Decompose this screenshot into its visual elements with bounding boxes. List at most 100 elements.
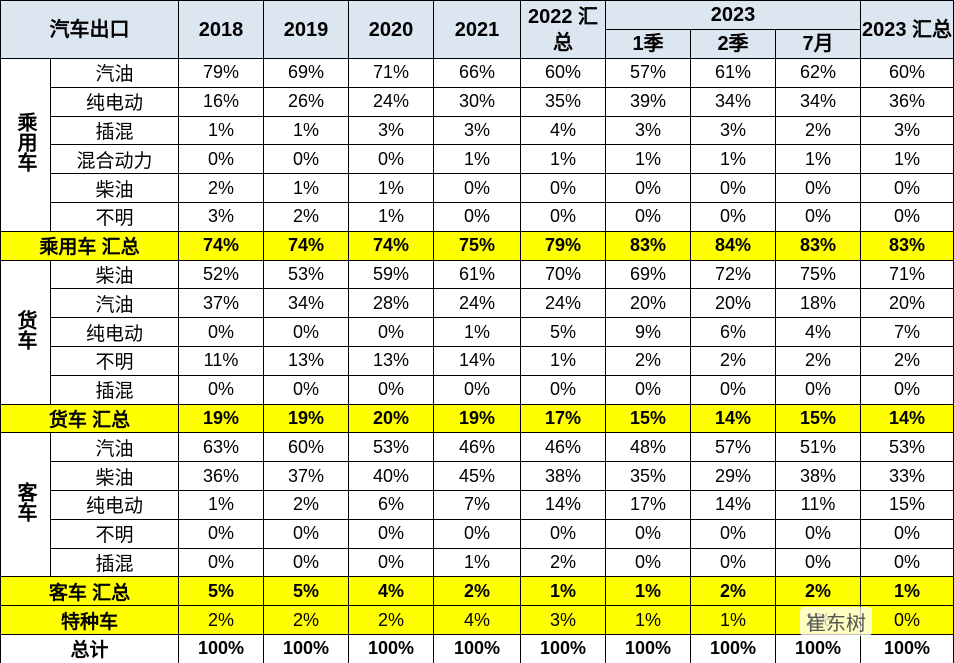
value-cell: 0% [860, 374, 954, 405]
value-cell: 4% [348, 576, 434, 607]
value-cell: 5% [520, 317, 606, 347]
value-cell: 2% [774, 345, 862, 376]
value-cell: 51% [774, 432, 862, 463]
header-cell: 汽车出口 [0, 0, 179, 59]
value-cell: 1% [433, 547, 521, 578]
value-cell: 1% [178, 489, 264, 520]
value-cell: 59% [348, 259, 434, 290]
value-cell: 2% [348, 605, 434, 635]
value-cell: 74% [178, 230, 264, 261]
value-cell: 0% [690, 374, 776, 405]
value-cell: 100% [690, 633, 776, 663]
data-row: 客车 汽油 63% 60% 53% 46% 46% 48% 57% 51% 53% [0, 432, 954, 578]
value-cell: 36% [860, 86, 954, 117]
value-cell: 0% [774, 547, 862, 578]
value-cell: 100% [433, 633, 521, 663]
header-row: 汽车出口 2018 2019 2020 2021 2022 汇总 2023 2023 汇总 [0, 0, 954, 59]
value-cell: 28% [348, 288, 434, 319]
value-cell: 100% [605, 633, 691, 663]
value-cell: 14% [690, 403, 776, 434]
value-cell: 1% [178, 115, 264, 146]
row-label: 纯电动 [50, 86, 179, 117]
value-cell: 1% [605, 605, 691, 635]
value-cell: 35% [520, 86, 606, 117]
value-cell: 7% [860, 317, 954, 347]
value-cell: 48% [605, 432, 691, 463]
value-cell: 0% [348, 374, 434, 405]
row-label: 柴油 [50, 461, 179, 491]
value-cell: 46% [433, 432, 521, 463]
group-label: 乘用车 [14, 112, 36, 173]
value-cell: 14% [520, 489, 606, 520]
value-cell: 83% [860, 230, 954, 261]
value-cell: 0% [520, 173, 606, 203]
value-cell: 71% [860, 259, 954, 290]
value-cell: 2% [433, 576, 521, 607]
value-cell: 3% [433, 115, 521, 146]
value-cell: 2% [263, 201, 349, 232]
value-cell: 3% [690, 115, 776, 146]
value-cell: 30% [433, 86, 521, 117]
value-cell: 14% [690, 489, 776, 520]
value-cell: 66% [433, 58, 521, 88]
value-cell: 1% [263, 115, 349, 146]
value-cell: 74% [263, 230, 349, 261]
value-cell: 1% [860, 576, 954, 607]
value-cell: 0% [690, 518, 776, 549]
value-cell: 0% [605, 173, 691, 203]
value-cell: 84% [690, 230, 776, 261]
value-cell: 60% [263, 432, 349, 463]
value-cell: 2% [605, 345, 691, 376]
row-label: 插混 [50, 115, 179, 146]
row-label: 柴油 [50, 259, 179, 290]
value-cell: 15% [605, 403, 691, 434]
row-label: 乘用车 汇总 [0, 230, 179, 261]
value-cell: 1% [774, 144, 862, 175]
value-cell: 69% [263, 58, 349, 88]
data-row: 不明 11% 13% 13% 14% 1% 2% 2% 2% 2% [1, 345, 954, 376]
value-cell: 7% [433, 489, 521, 520]
value-cell: 1% [433, 144, 521, 175]
value-cell: 0% [605, 201, 691, 232]
value-cell: 14% [433, 345, 521, 376]
value-cell: 1% [520, 144, 606, 175]
value-cell: 11% [178, 345, 264, 376]
value-cell: 34% [263, 288, 349, 319]
header-cell: 2季 [690, 29, 776, 59]
value-cell: 15% [774, 403, 862, 434]
data-row: 插混 0% 0% 0% 0% 0% 0% 0% 0% 0% [1, 374, 954, 405]
value-cell: 24% [433, 288, 521, 319]
header-cell: 2021 [433, 0, 521, 59]
group-cell: 货车 [0, 259, 51, 405]
value-cell: 5% [178, 576, 264, 607]
value-cell: 24% [520, 288, 606, 319]
value-cell: 0% [433, 518, 521, 549]
value-cell: 0% [433, 374, 521, 405]
total-row: 客车 汇总 5% 5% 4% 2% 1% 1% 2% 2% 1% [0, 576, 954, 607]
data-row: 汽油 37% 34% 28% 24% 24% 20% 20% 18% 20% [1, 288, 954, 319]
value-cell: 60% [860, 58, 954, 88]
value-cell: 1% [860, 144, 954, 175]
value-cell: 100% [263, 633, 349, 663]
data-row: 柴油 36% 37% 40% 45% 38% 35% 29% 38% 33% [1, 461, 954, 491]
value-cell: 0% [860, 201, 954, 232]
value-cell: 0% [263, 317, 349, 347]
header-cell: 7月 [774, 29, 862, 59]
header-cell: 2023 [604, 0, 862, 30]
data-row: 纯电动 1% 2% 6% 7% 14% 17% 14% 11% 15% [1, 489, 954, 520]
data-row: 混合动力 0% 0% 0% 1% 1% 1% 1% 1% 1% [1, 144, 954, 175]
value-cell: 4% [774, 317, 862, 347]
value-cell: 0% [605, 374, 691, 405]
value-cell: 100% [520, 633, 606, 663]
value-cell: 0% [433, 201, 521, 232]
value-cell: 72% [690, 259, 776, 290]
value-cell: 2% [774, 576, 862, 607]
value-cell: 19% [178, 403, 264, 434]
value-cell: 0% [690, 173, 776, 203]
value-cell: 3% [605, 115, 691, 146]
value-cell: 33% [860, 461, 954, 491]
value-cell: 0% [263, 144, 349, 175]
value-cell: 53% [860, 432, 954, 463]
